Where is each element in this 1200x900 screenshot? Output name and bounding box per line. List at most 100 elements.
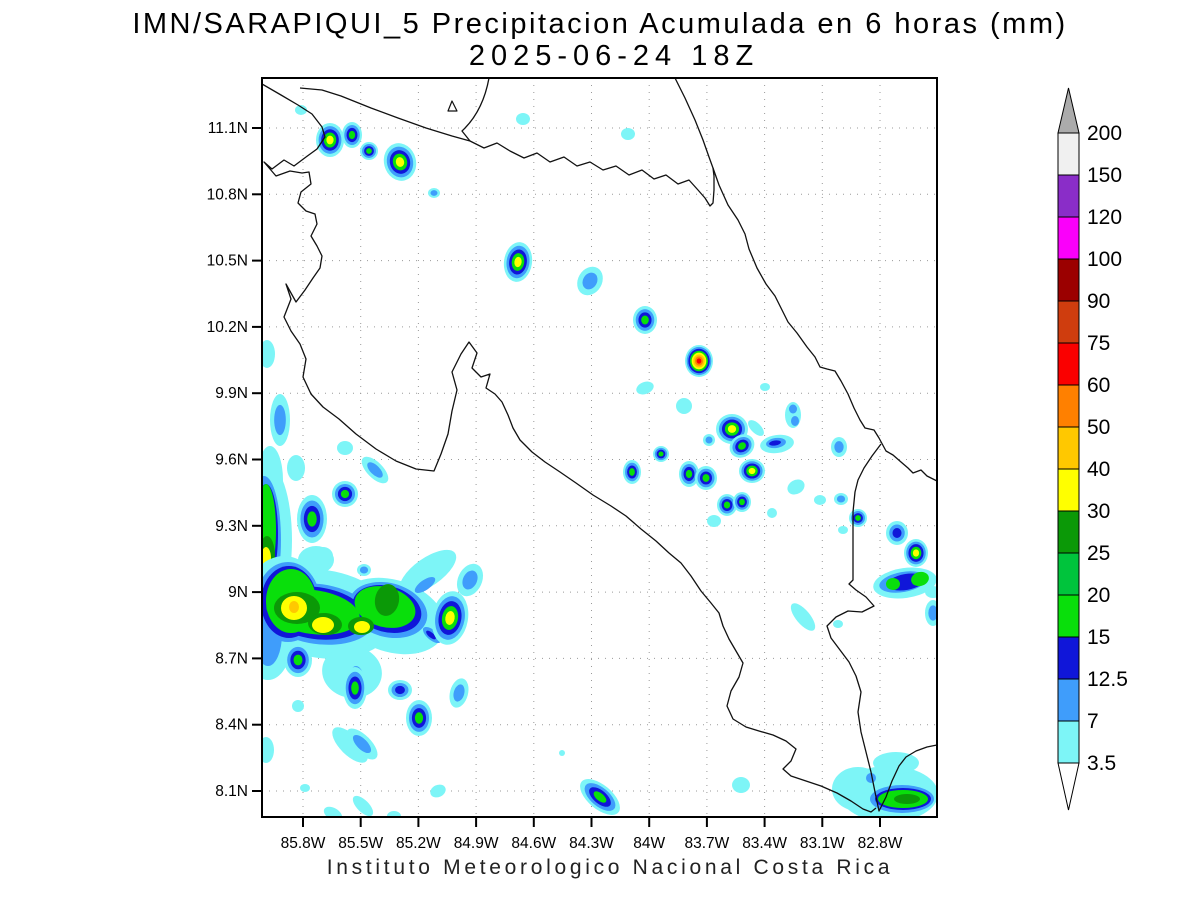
colorbar-value: 90	[1087, 290, 1110, 313]
precip-cell	[445, 611, 455, 625]
colorbar-value: 120	[1087, 206, 1122, 229]
precip-feature	[873, 752, 919, 774]
precip-feature	[426, 630, 436, 640]
precip-cell	[313, 547, 333, 565]
precip-cell	[287, 455, 305, 481]
lon-tick-label: 84.9W	[454, 835, 499, 852]
precip-cell	[787, 479, 805, 495]
precip-feature	[289, 601, 299, 613]
colorbar-value: 25	[1087, 542, 1110, 565]
lat-tick-label: 9.3N	[215, 518, 248, 535]
precip-cell	[366, 148, 372, 154]
colorbar-block	[1057, 258, 1080, 302]
precipitation-shading	[262, 105, 937, 817]
precip-cell	[326, 135, 334, 145]
colorbar-value: 15	[1087, 626, 1110, 649]
precip-cell	[855, 515, 861, 521]
colorbar-value: 60	[1087, 374, 1110, 397]
lon-tick-label: 84.3W	[569, 835, 614, 852]
precip-cell	[836, 495, 846, 503]
colorbar-block	[1057, 594, 1080, 638]
precip-cell	[727, 425, 737, 433]
precip-cell	[395, 685, 405, 695]
precip-cell	[292, 700, 304, 712]
axis-ticks	[252, 127, 881, 827]
colorbar-block	[1057, 468, 1080, 512]
precip-cell	[707, 515, 721, 527]
coastline	[461, 78, 490, 142]
precip-cell	[395, 157, 405, 167]
precip-cell	[359, 566, 369, 574]
coastline	[262, 83, 877, 813]
colorbar-block	[1057, 132, 1080, 176]
colorbar-value: 7	[1087, 710, 1099, 733]
precip-cell	[723, 501, 731, 509]
lat-tick-label: 10.2N	[207, 319, 248, 336]
lat-tick-label: 8.4N	[215, 717, 248, 734]
colorbar-value: 3.5	[1087, 752, 1116, 775]
colorbar-value: 50	[1087, 416, 1110, 439]
precip-cell	[352, 795, 374, 817]
precip-cell	[293, 654, 303, 666]
precip-cell	[430, 784, 446, 798]
precip-cell	[738, 442, 746, 450]
precip-cell	[621, 128, 635, 140]
precip-cell	[676, 398, 692, 414]
colorbar-block	[1057, 426, 1080, 470]
colorbar-value: 40	[1087, 458, 1110, 481]
precip-cell	[814, 495, 826, 505]
precip-cell	[760, 383, 770, 391]
precip-cell	[323, 806, 343, 817]
lon-tick-label: 84W	[633, 835, 665, 852]
precip-feature	[312, 617, 334, 633]
precip-cell	[834, 441, 844, 453]
precip-cell	[748, 467, 756, 475]
colorbar-value: 20	[1087, 584, 1110, 607]
precip-cell	[629, 468, 635, 476]
precip-feature	[374, 584, 400, 616]
lat-tick-label: 11.1N	[208, 120, 248, 137]
precip-cell	[274, 404, 286, 436]
coastlines	[262, 78, 937, 813]
precip-cell	[732, 777, 750, 793]
precip-feature	[414, 576, 436, 594]
precip-cell	[838, 526, 848, 534]
precip-cell	[351, 681, 359, 695]
colorbar-value: 30	[1087, 500, 1110, 523]
colorbar-block	[1057, 552, 1080, 596]
lon-tick-label: 85.8W	[281, 835, 326, 852]
colorbar-block	[1057, 636, 1080, 680]
precip-feature	[790, 603, 816, 631]
lat-tick-label: 8.1N	[215, 783, 248, 800]
precip-cell	[430, 190, 438, 196]
coastline	[299, 87, 715, 207]
precip-feature	[399, 549, 457, 595]
precip-cell	[705, 436, 713, 444]
lon-tick-label: 85.2W	[396, 835, 441, 852]
precip-feature	[769, 440, 781, 446]
map-valid-time: 2025-06-24 18Z	[468, 40, 760, 72]
precip-cell	[658, 451, 664, 457]
precip-feature	[354, 621, 370, 633]
colorbar-value: 75	[1087, 332, 1110, 355]
precip-cell	[414, 712, 424, 724]
colorbar-block	[1057, 720, 1080, 764]
colorbar-value: 200	[1087, 122, 1122, 145]
lat-tick-label: 10.5N	[207, 253, 248, 270]
colorbar-under-arrow	[1057, 762, 1080, 811]
precip-cell	[767, 508, 777, 518]
map-frame	[261, 77, 938, 818]
lat-tick-label: 10.8N	[207, 186, 248, 203]
precip-cell	[582, 272, 598, 290]
map-title: IMN/SARAPIQUI_5 Precipitacion Acumulada …	[132, 8, 1068, 40]
colorbar-value: 150	[1087, 164, 1122, 187]
precip-feature	[791, 416, 799, 426]
precip-cell	[352, 734, 372, 754]
precip-cell	[516, 113, 530, 125]
precip-cell	[262, 340, 275, 368]
precip-cell	[696, 358, 702, 364]
precip-cell	[337, 441, 353, 455]
colorbar-block	[1057, 174, 1080, 218]
